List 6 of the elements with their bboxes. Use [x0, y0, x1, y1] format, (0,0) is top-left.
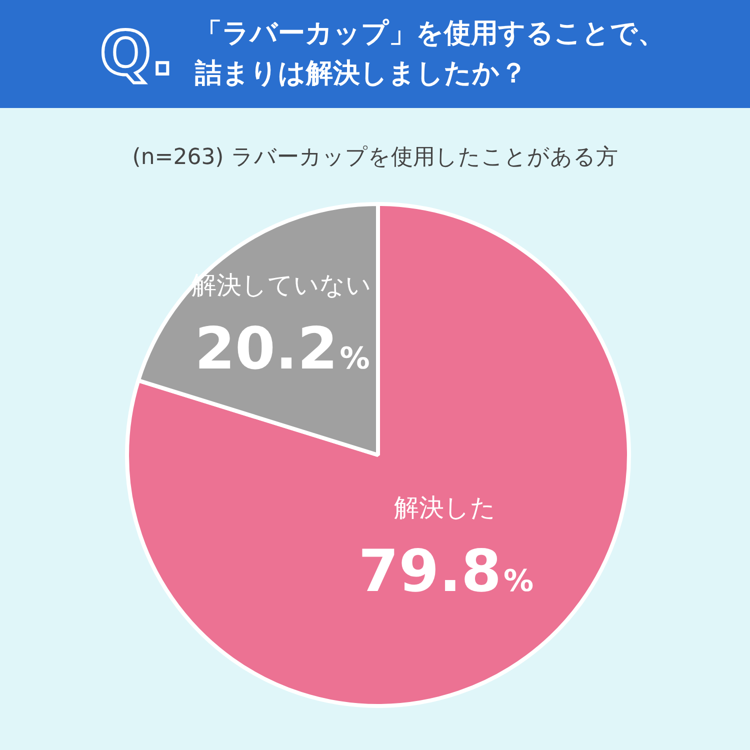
- slice-label: 解決した: [394, 492, 496, 522]
- text: Q.: [100, 18, 174, 91]
- data-label: 79.8%: [358, 536, 534, 605]
- data-label: 20.2%: [194, 314, 370, 383]
- chart-title: 「ラバーカップ」を使用することで、詰まりは解決しましたか？: [195, 17, 666, 91]
- chart-subtitle: (n=263) ラバーカップを使用したことがある方: [131, 144, 619, 172]
